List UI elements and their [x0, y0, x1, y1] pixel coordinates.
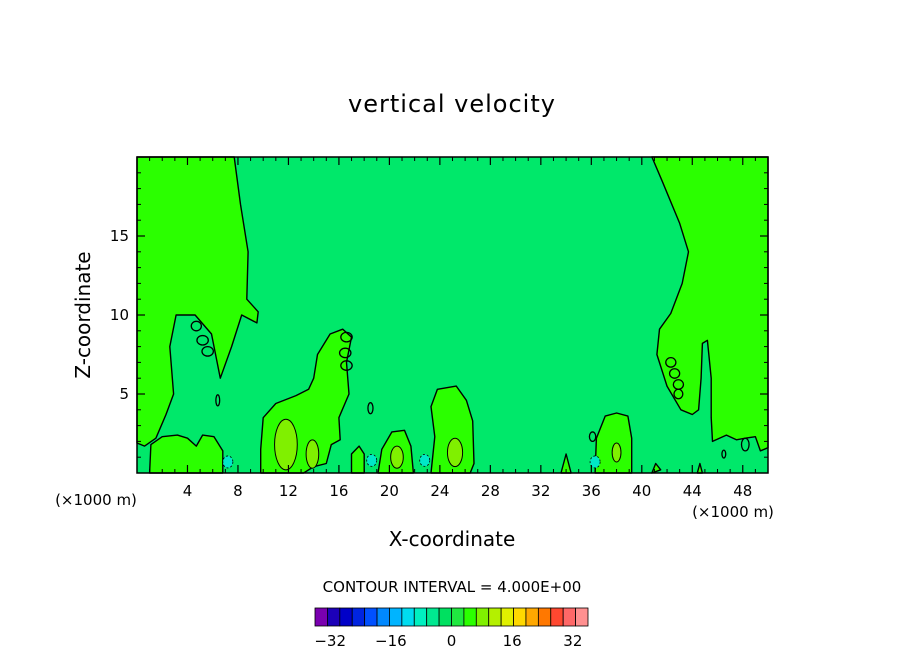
colorbar-tick-label: −32 — [314, 632, 346, 650]
colorbar-swatch — [525, 607, 539, 627]
closed-contour — [340, 331, 353, 343]
colorbar-tick-label: −16 — [375, 632, 407, 650]
x-tick-label: 40 — [632, 482, 651, 500]
closed-contour — [201, 345, 215, 357]
x-tick-label: 48 — [733, 482, 752, 500]
y-tick-label: 5 — [119, 385, 129, 403]
colorbar-swatch — [451, 607, 465, 627]
closed-contour — [668, 368, 681, 379]
x-tick-label: 8 — [233, 482, 243, 500]
closed-contour — [196, 334, 209, 346]
closed-contour — [588, 431, 597, 443]
downdraft-spot — [222, 455, 234, 469]
colorbar-swatch — [550, 607, 564, 627]
downdraft-spot — [589, 455, 601, 469]
updraft-core-20 — [390, 445, 404, 469]
updraft-left-base — [148, 434, 224, 474]
updraft-tower-24-26 — [430, 385, 475, 474]
x-unit-label-right: (×1000 m) — [692, 503, 774, 521]
x-tick-label: 12 — [279, 482, 298, 500]
y-axis-ticks: 5 10 15 — [110, 172, 768, 458]
updraft-left-column — [136, 156, 259, 447]
updraft-right-column — [651, 156, 769, 452]
colorbar-swatch — [339, 607, 353, 627]
closed-contour — [367, 402, 374, 415]
colorbar-swatch — [426, 607, 440, 627]
x-tick-label: 24 — [430, 482, 449, 500]
colorbar-swatch — [475, 607, 490, 627]
x-tick-label: 36 — [582, 482, 601, 500]
colorbar-swatch — [376, 607, 390, 627]
colorbar-tick-label: 0 — [447, 632, 457, 650]
colorbar-swatch — [488, 607, 502, 627]
updraft-core-12 — [274, 418, 298, 471]
y-tick-label: 15 — [110, 227, 129, 245]
colorbar-swatch — [562, 607, 576, 627]
colorbar-swatch — [364, 607, 378, 627]
x-axis-ticks: 4 8 12 16 20 24 28 32 36 40 44 48 — [149, 157, 756, 500]
x-unit-label-left: (×1000 m) — [55, 491, 137, 509]
colorbar-swatch — [327, 607, 341, 627]
updraft-core-14 — [305, 439, 320, 469]
colorbar-swatch — [351, 607, 366, 627]
closed-contour — [721, 449, 727, 459]
x-tick-label: 44 — [683, 482, 702, 500]
x-tick-label: 4 — [183, 482, 193, 500]
colorbar-swatch — [537, 607, 552, 627]
colorbar-swatch — [389, 607, 403, 627]
contour-interval-label: CONTOUR INTERVAL = 4.000E+00 — [323, 578, 582, 596]
y-tick-label: 10 — [110, 306, 129, 324]
closed-contour — [665, 357, 677, 368]
x-tick-label: 28 — [481, 482, 500, 500]
updraft-core-25 — [446, 437, 464, 468]
colorbar-swatch — [401, 607, 415, 627]
contour-field — [136, 156, 769, 474]
colorbar-tick-label: 32 — [563, 632, 582, 650]
colorbar-swatch — [463, 607, 477, 627]
closed-contour — [740, 437, 750, 452]
closed-contour — [338, 347, 352, 359]
closed-contour — [215, 394, 221, 407]
closed-contour — [190, 320, 203, 332]
y-axis-label: Z-coordinate — [71, 251, 95, 378]
colorbar-swatch — [500, 607, 514, 627]
colorbar-swatch — [575, 607, 589, 627]
updraft-36-38 — [594, 412, 633, 474]
closed-contour — [340, 360, 353, 371]
x-tick-label: 20 — [380, 482, 399, 500]
closed-contour — [673, 388, 684, 400]
x-axis-label: X-coordinate — [389, 527, 516, 551]
updraft-core-38 — [611, 442, 622, 463]
downdraft-spot — [366, 453, 378, 467]
x-tick-label: 16 — [329, 482, 348, 500]
downdraft-spot — [419, 453, 431, 467]
colorbar — [314, 607, 589, 627]
colorbar-tick-labels: −32 −16 0 16 32 — [314, 632, 582, 650]
colorbar-tick-label: 16 — [503, 632, 522, 650]
colorbar-swatch — [438, 607, 452, 627]
colorbar-swatch — [513, 607, 527, 627]
colorbar-swatch — [413, 607, 428, 627]
x-tick-label: 32 — [531, 482, 550, 500]
colorbar-swatch — [314, 607, 328, 627]
chart-title: vertical velocity — [348, 90, 556, 118]
